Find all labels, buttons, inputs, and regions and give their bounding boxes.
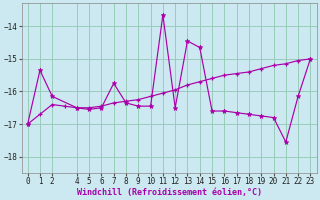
X-axis label: Windchill (Refroidissement éolien,°C): Windchill (Refroidissement éolien,°C) xyxy=(76,188,261,197)
